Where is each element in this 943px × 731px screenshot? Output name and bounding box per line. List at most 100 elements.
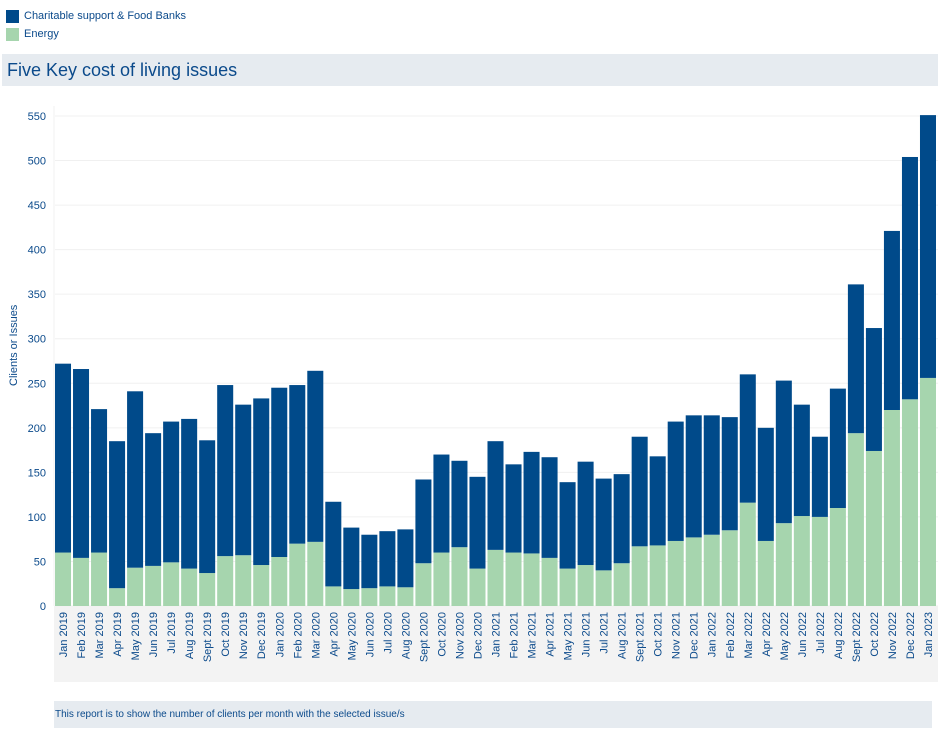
bar-charitable[interactable]: [487, 441, 504, 550]
bar-charitable[interactable]: [433, 454, 450, 553]
bar-energy[interactable]: [379, 586, 396, 606]
bar-charitable[interactable]: [721, 417, 738, 531]
bar-energy[interactable]: [595, 570, 612, 606]
bar-charitable[interactable]: [613, 474, 630, 564]
bar-charitable[interactable]: [649, 456, 666, 546]
bar-energy[interactable]: [865, 450, 882, 606]
bar-charitable[interactable]: [91, 409, 108, 553]
bar-charitable[interactable]: [415, 479, 432, 564]
bar-charitable[interactable]: [505, 464, 522, 553]
bar-energy[interactable]: [883, 410, 900, 606]
bar-energy[interactable]: [109, 588, 126, 606]
bar-energy[interactable]: [361, 588, 378, 606]
bar-energy[interactable]: [829, 508, 846, 606]
legend-item-energy[interactable]: Energy: [6, 25, 186, 43]
bar-energy[interactable]: [325, 586, 342, 606]
bar-charitable[interactable]: [631, 436, 648, 547]
bar-energy[interactable]: [343, 589, 360, 606]
bar-energy[interactable]: [901, 399, 918, 606]
bar-charitable[interactable]: [217, 385, 234, 557]
bar-charitable[interactable]: [469, 476, 486, 569]
bar-charitable[interactable]: [397, 529, 414, 588]
bar-energy[interactable]: [667, 540, 684, 606]
bar-charitable[interactable]: [685, 415, 702, 538]
bar-energy[interactable]: [289, 543, 306, 606]
bar-charitable[interactable]: [55, 363, 72, 553]
bar-energy[interactable]: [127, 567, 144, 606]
bar-charitable[interactable]: [73, 369, 90, 558]
bar-charitable[interactable]: [775, 380, 792, 524]
bar-charitable[interactable]: [919, 115, 936, 378]
bar-charitable[interactable]: [703, 415, 720, 535]
bar-charitable[interactable]: [595, 478, 612, 571]
bar-charitable[interactable]: [307, 370, 324, 542]
bar-charitable[interactable]: [883, 230, 900, 410]
bar-charitable[interactable]: [865, 328, 882, 451]
bar-energy[interactable]: [703, 534, 720, 606]
bar-energy[interactable]: [397, 587, 414, 606]
bar-energy[interactable]: [613, 563, 630, 606]
bar-charitable[interactable]: [181, 418, 198, 569]
bar-energy[interactable]: [577, 565, 594, 606]
bar-energy[interactable]: [469, 568, 486, 606]
bar-charitable[interactable]: [199, 440, 216, 574]
bar-charitable[interactable]: [577, 461, 594, 566]
bar-charitable[interactable]: [847, 284, 864, 434]
bar-energy[interactable]: [163, 562, 180, 606]
bar-energy[interactable]: [505, 552, 522, 606]
bar-charitable[interactable]: [541, 457, 558, 558]
bar-energy[interactable]: [235, 555, 252, 606]
bar-energy[interactable]: [307, 541, 324, 606]
bar-energy[interactable]: [199, 573, 216, 606]
bar-charitable[interactable]: [163, 421, 180, 563]
bar-charitable[interactable]: [559, 482, 576, 569]
bar-energy[interactable]: [271, 557, 288, 606]
bar-energy[interactable]: [73, 557, 90, 606]
bar-energy[interactable]: [451, 547, 468, 606]
bar-energy[interactable]: [181, 568, 198, 606]
bar-energy[interactable]: [523, 553, 540, 606]
bar-energy[interactable]: [793, 516, 810, 606]
bar-charitable[interactable]: [739, 374, 756, 503]
bar-charitable[interactable]: [811, 436, 828, 517]
bar-energy[interactable]: [487, 549, 504, 606]
bar-charitable[interactable]: [901, 156, 918, 400]
bar-energy[interactable]: [685, 537, 702, 606]
bar-energy[interactable]: [415, 563, 432, 606]
bar-energy[interactable]: [721, 530, 738, 606]
bar-energy[interactable]: [739, 502, 756, 606]
bar-energy[interactable]: [91, 552, 108, 606]
bar-energy[interactable]: [847, 433, 864, 606]
bar-charitable[interactable]: [343, 527, 360, 590]
bar-charitable[interactable]: [289, 385, 306, 544]
bar-energy[interactable]: [217, 556, 234, 606]
legend-item-charitable[interactable]: Charitable support & Food Banks: [6, 7, 186, 25]
bar-charitable[interactable]: [145, 433, 162, 566]
bar-energy[interactable]: [433, 552, 450, 606]
bar-charitable[interactable]: [523, 451, 540, 554]
bar-charitable[interactable]: [361, 534, 378, 589]
bar-charitable[interactable]: [793, 404, 810, 517]
bar-charitable[interactable]: [667, 421, 684, 541]
bar-energy[interactable]: [649, 545, 666, 606]
bar-charitable[interactable]: [253, 398, 270, 566]
bar-charitable[interactable]: [325, 501, 342, 587]
bar-charitable[interactable]: [829, 388, 846, 508]
bar-energy[interactable]: [775, 523, 792, 606]
bar-charitable[interactable]: [109, 441, 126, 589]
bar-charitable[interactable]: [127, 391, 144, 568]
bar-energy[interactable]: [541, 557, 558, 606]
bar-charitable[interactable]: [271, 387, 288, 557]
bar-charitable[interactable]: [235, 404, 252, 556]
bar-energy[interactable]: [559, 568, 576, 606]
bar-energy[interactable]: [55, 552, 72, 606]
bar-energy[interactable]: [253, 565, 270, 606]
bar-charitable[interactable]: [757, 427, 774, 541]
bar-charitable[interactable]: [451, 460, 468, 548]
bar-energy[interactable]: [919, 377, 936, 606]
bar-charitable[interactable]: [379, 531, 396, 587]
bar-energy[interactable]: [757, 540, 774, 606]
bar-energy[interactable]: [811, 516, 828, 606]
bar-energy[interactable]: [145, 565, 162, 606]
bar-energy[interactable]: [631, 546, 648, 606]
